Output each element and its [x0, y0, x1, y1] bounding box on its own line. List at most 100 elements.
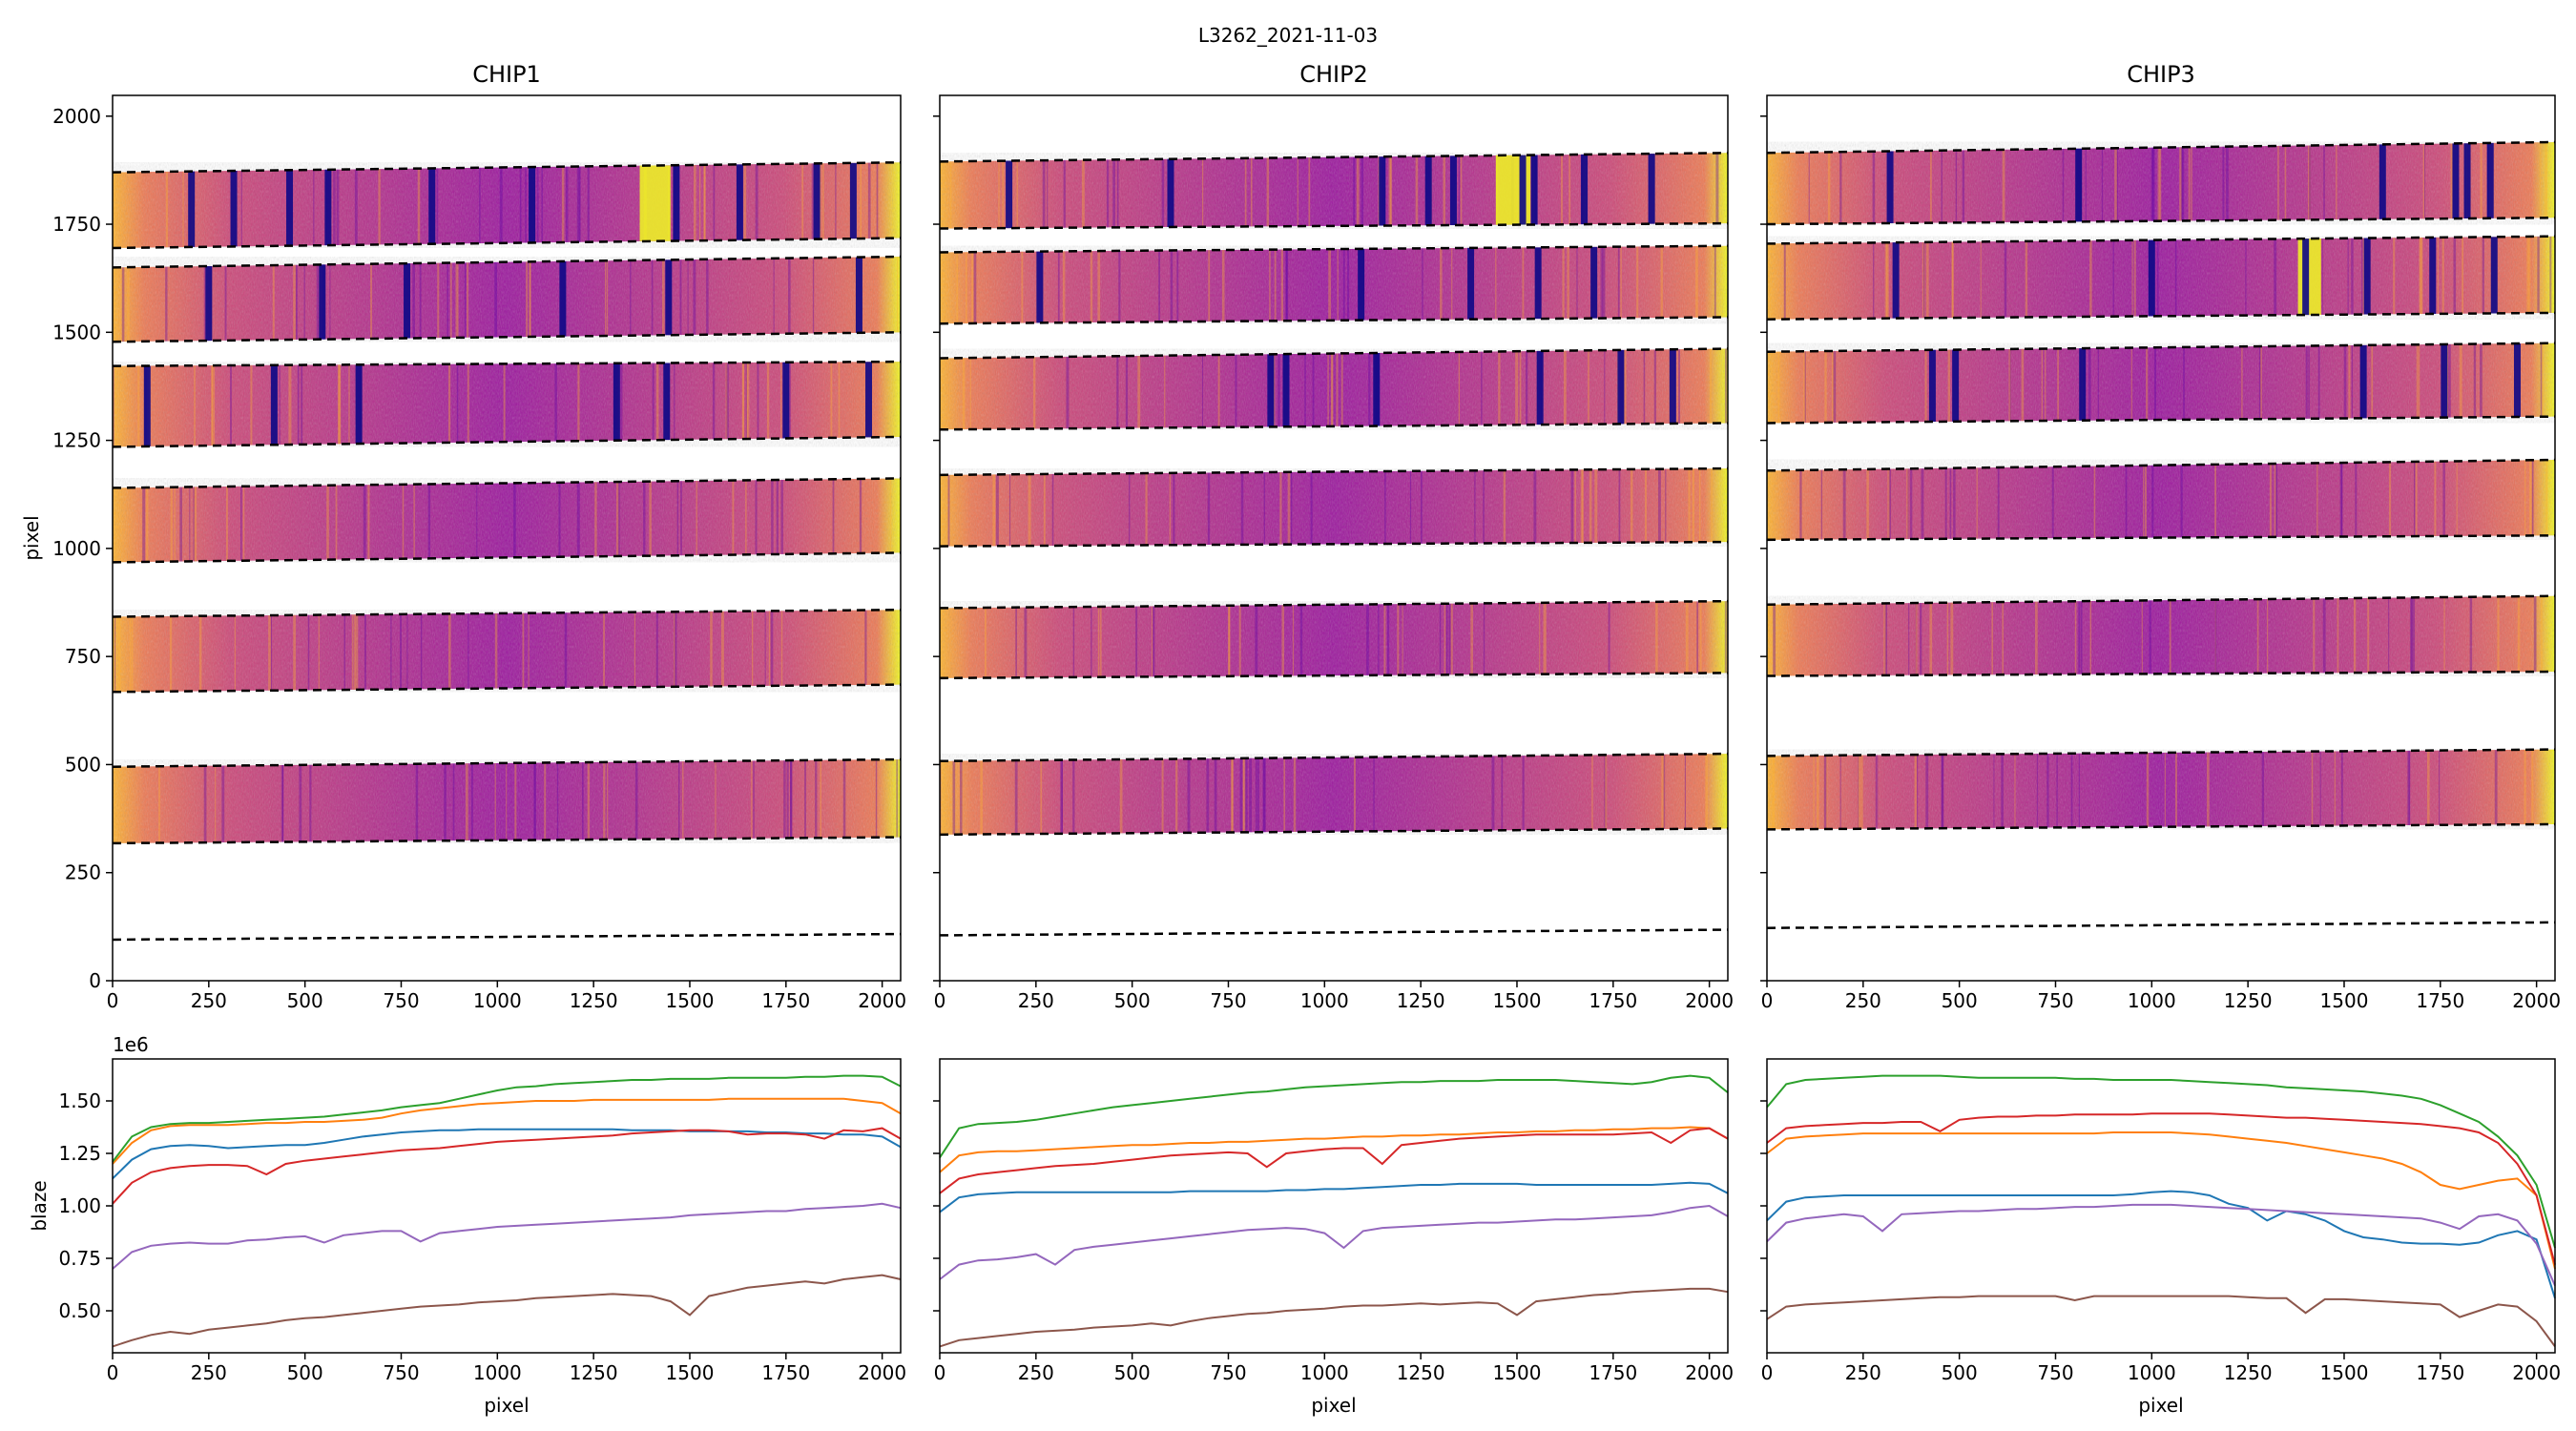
order-trace-top — [113, 477, 901, 489]
xtick-label: 1500 — [1493, 1361, 1542, 1384]
order-trace-top — [940, 599, 1728, 610]
xticks-chip2: 0 250 500 750 1000 1250 1500 1750 2000 — [934, 981, 1734, 1012]
order-trace-top — [1767, 748, 2555, 757]
xtick-label: 2000 — [1685, 1361, 1734, 1384]
ytick-label: 0.75 — [58, 1247, 101, 1270]
order-strip-texture — [1767, 236, 2555, 320]
ytick-label: 500 — [65, 753, 101, 776]
order-trace-top — [113, 757, 901, 768]
order-strip-texture — [940, 348, 1728, 430]
blaze-xticks-chip2: 0 250 500 750 1000 1250 1500 1750 2000 — [934, 1353, 1734, 1384]
order-strip-texture — [113, 478, 901, 563]
xtick-label: 1250 — [570, 1361, 618, 1384]
xtick-label: 1250 — [570, 989, 618, 1012]
order-trace-bottom — [113, 683, 901, 694]
order-trace-top — [113, 160, 901, 174]
blaze-series-4 — [112, 1127, 902, 1205]
ytick-label: 1.00 — [58, 1194, 101, 1217]
order-strip-texture — [940, 754, 1728, 835]
order-trace-bottom — [1767, 921, 2555, 929]
xtick-label: 2000 — [1685, 989, 1734, 1012]
order-trace-bottom — [940, 827, 1728, 837]
blaze-xticks-chip3: 0 250 500 750 1000 1250 1500 1750 2000 — [1761, 1353, 2561, 1384]
order-trace-bottom — [113, 551, 901, 564]
xtick-label: 0 — [1761, 1361, 1774, 1384]
blaze-yticks-chip3 — [1760, 1100, 1767, 1312]
order-strip-texture — [1767, 342, 2555, 424]
blaze-yticks-chip2 — [933, 1100, 940, 1312]
xtick-label: 1000 — [1300, 1361, 1349, 1384]
order-strip-texture — [940, 245, 1728, 324]
order-trace-top — [940, 244, 1728, 254]
blaze-series-6 — [939, 1287, 1729, 1348]
bright-band — [2297, 238, 2321, 316]
xtick-label: 1000 — [2128, 1361, 2176, 1384]
xtick-label: 500 — [287, 1361, 323, 1384]
blaze-series-2 — [112, 1097, 902, 1165]
panel-title-chip3: CHIP3 — [2127, 61, 2195, 88]
order-strips-chip2 — [940, 152, 1728, 937]
xtick-label: 2000 — [858, 989, 906, 1012]
order-trace-bottom — [1767, 415, 2555, 425]
blaze-series-1 — [112, 1128, 902, 1180]
order-strip-texture — [940, 468, 1728, 547]
xtick-label: 750 — [2037, 1361, 2073, 1384]
order-trace-bottom — [940, 540, 1728, 548]
xtick-label: 250 — [191, 989, 227, 1012]
blaze-series-5 — [112, 1202, 902, 1270]
xtick-label: 750 — [1210, 989, 1246, 1012]
xtick-label: 1500 — [666, 1361, 715, 1384]
blaze-panel-chip3: 0 250 500 750 1000 1250 1500 1750 2000 pixel — [1760, 1058, 2561, 1417]
xtick-label: 1500 — [2320, 1361, 2369, 1384]
xtick-label: 2000 — [858, 1361, 906, 1384]
xtick-label: 1500 — [2320, 989, 2369, 1012]
ytick-label: 250 — [65, 861, 101, 884]
xtick-label: 1000 — [473, 1361, 522, 1384]
xtick-label: 0 — [1761, 989, 1774, 1012]
ytick-label: 750 — [65, 645, 101, 668]
order-strip-texture — [940, 153, 1728, 229]
order-trace-top — [1767, 594, 2555, 607]
image-panel-chip1: CHIP1 0 250 500 750 1000 1250 1500 1750 2000 0 25… — [20, 61, 906, 1012]
ytick-label: 1.50 — [58, 1089, 101, 1112]
xtick-label: 0 — [934, 989, 946, 1012]
blaze-plot-chip1 — [112, 1074, 902, 1348]
order-strip-texture — [113, 162, 901, 248]
blaze-series-5 — [1766, 1203, 2556, 1287]
xtick-label: 1750 — [1589, 989, 1637, 1012]
order-strip-texture — [113, 610, 901, 693]
xtick-label: 1750 — [761, 989, 810, 1012]
order-strip-texture — [1767, 749, 2555, 830]
order-trace-top — [1767, 140, 2555, 155]
xtick-label: 1250 — [1397, 1361, 1445, 1384]
xtick-label: 1000 — [473, 989, 522, 1012]
ytick-label: 1500 — [52, 321, 101, 343]
image-plot-chip1 — [113, 160, 901, 942]
order-strip-texture — [940, 601, 1728, 678]
xticks-chip1: 0 250 500 750 1000 1250 1500 1750 2000 — [107, 981, 906, 1012]
xtick-label: 1750 — [2416, 1361, 2464, 1384]
xtick-label: 0 — [107, 1361, 119, 1384]
order-trace-top — [1767, 458, 2555, 472]
blaze-series-4 — [939, 1127, 1729, 1194]
xtick-label: 1750 — [2416, 989, 2464, 1012]
order-trace-bottom — [940, 928, 1728, 937]
blaze-series-1 — [939, 1181, 1729, 1213]
xtick-label: 500 — [1942, 1361, 1978, 1384]
xtick-label: 1000 — [2128, 989, 2176, 1012]
xtick-label: 250 — [1845, 1361, 1881, 1384]
order-trace-top — [113, 608, 901, 618]
order-trace-bottom — [113, 435, 901, 448]
order-trace-top — [940, 347, 1728, 360]
blaze-series-6 — [112, 1274, 902, 1348]
blaze-series-3 — [939, 1074, 1729, 1158]
ytick-label: 1750 — [52, 213, 101, 236]
xtick-label: 1250 — [2224, 1361, 2273, 1384]
blaze-plot-chip2 — [939, 1074, 1729, 1348]
order-strip-texture — [113, 257, 901, 342]
image-plot-chip3 — [1767, 140, 2555, 929]
xlabel-blaze-chip2: pixel — [1311, 1394, 1356, 1417]
xtick-label: 2000 — [2512, 989, 2561, 1012]
order-strips-chip1 — [113, 160, 901, 942]
ytick-label: 1.25 — [58, 1142, 101, 1165]
